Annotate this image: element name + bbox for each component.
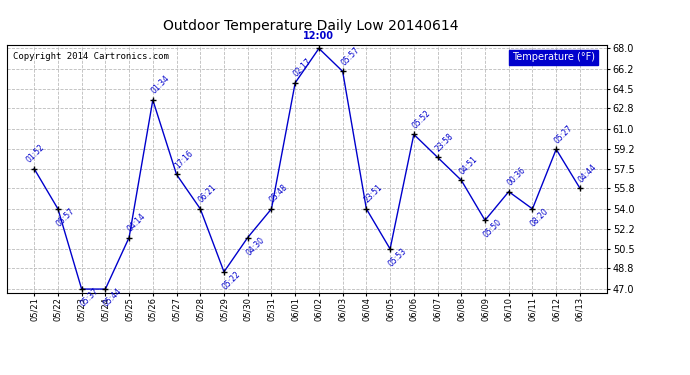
Text: 05:27: 05:27 [553, 123, 575, 145]
Text: 01:52: 01:52 [25, 143, 47, 165]
Text: 00:36: 00:36 [505, 166, 527, 188]
Text: 12:00: 12:00 [304, 32, 335, 42]
Text: 05:50: 05:50 [482, 218, 503, 240]
Text: 04:44: 04:44 [576, 162, 598, 184]
Text: 06:21: 06:21 [197, 183, 219, 205]
Text: 04:30: 04:30 [244, 235, 266, 257]
Text: 02:17: 02:17 [292, 57, 313, 79]
Text: Temperature (°F): Temperature (°F) [512, 53, 595, 62]
Text: 05:57: 05:57 [55, 206, 77, 228]
Text: Copyright 2014 Cartronics.com: Copyright 2014 Cartronics.com [13, 53, 169, 62]
Text: 05:53: 05:53 [386, 246, 408, 268]
Text: 08:20: 08:20 [529, 207, 551, 228]
Text: 05:57: 05:57 [339, 45, 361, 67]
Text: 05:44: 05:44 [102, 286, 124, 309]
Text: 05:52: 05:52 [411, 108, 432, 130]
Text: 04:14: 04:14 [126, 211, 148, 233]
Text: 01:34: 01:34 [149, 74, 171, 96]
Text: 05:37: 05:37 [78, 286, 100, 309]
Text: 23:51: 23:51 [363, 183, 384, 205]
Text: 23:58: 23:58 [434, 131, 455, 153]
Text: 05:22: 05:22 [220, 270, 242, 291]
Text: 05:48: 05:48 [268, 183, 290, 205]
Text: 17:16: 17:16 [173, 148, 195, 170]
Text: 04:51: 04:51 [457, 154, 480, 176]
Text: Outdoor Temperature Daily Low 20140614: Outdoor Temperature Daily Low 20140614 [163, 19, 458, 33]
